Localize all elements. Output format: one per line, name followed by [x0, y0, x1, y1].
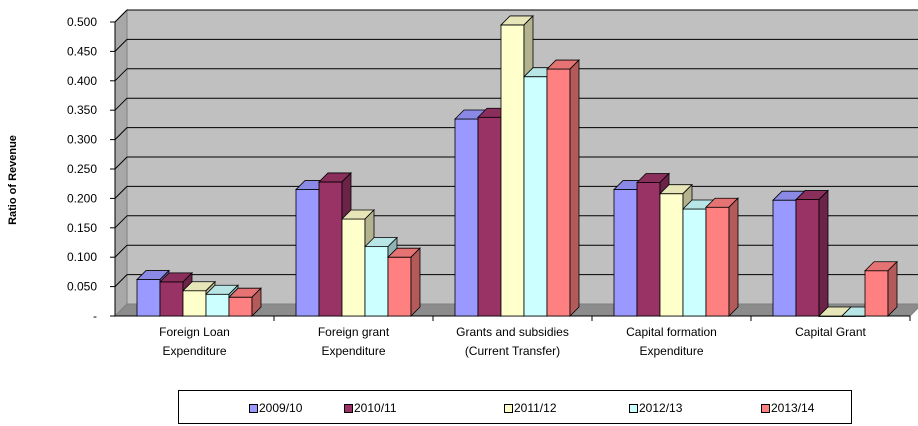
- bar-front: [636, 182, 661, 317]
- legend-label: 2010/11: [354, 401, 397, 415]
- legend-label: 2009/10: [259, 401, 303, 415]
- x-category-label: Foreign Loan: [159, 325, 230, 339]
- bar-front: [159, 281, 184, 317]
- bar-front: [364, 246, 389, 317]
- bar-front: [682, 208, 707, 317]
- bar-side: [251, 287, 262, 317]
- gridline-side: [114, 9, 128, 23]
- y-tick-label: 0.350: [67, 103, 97, 117]
- x-category-label: Grants and subsidies: [456, 325, 569, 339]
- legend-swatch: [629, 403, 638, 413]
- bar-front: [705, 206, 730, 317]
- gridline-side: [114, 97, 128, 111]
- y-tick-label: 0.300: [67, 133, 97, 147]
- gridline-side: [114, 68, 128, 82]
- bar: [864, 260, 898, 317]
- gridline-side: [114, 186, 128, 199]
- y-tick-label: 0.150: [67, 221, 97, 235]
- gridline-side: [114, 156, 128, 170]
- y-tick-label: 0.450: [67, 44, 97, 58]
- bar-front: [136, 279, 161, 317]
- legend-item: 2009/10: [249, 401, 302, 415]
- legend-swatch: [761, 403, 770, 413]
- bar-front: [205, 293, 230, 317]
- bar-front: [523, 76, 548, 317]
- y-tick-label: 0.050: [67, 280, 97, 294]
- bar-front: [318, 181, 343, 317]
- legend-item: 2012/13: [629, 401, 682, 415]
- bar-side: [410, 247, 421, 317]
- bar-side: [887, 260, 898, 317]
- legend-item: 2011/12: [504, 401, 557, 415]
- bar-front: [387, 256, 412, 317]
- bar: [705, 197, 739, 317]
- x-category-labels: Foreign Loan Expenditure Foreign grant Expe…: [159, 325, 866, 358]
- bar-front: [295, 189, 320, 317]
- x-category-label: (Current Transfer): [465, 344, 560, 358]
- legend-label: 2013/14: [771, 401, 815, 415]
- x-category-label: Expenditure: [162, 344, 226, 358]
- bar-front: [864, 270, 889, 317]
- gridline-side: [114, 215, 128, 229]
- gridline-side: [114, 127, 128, 140]
- bar-front: [228, 296, 253, 317]
- gridline-side: [114, 244, 128, 258]
- x-category-label: Expenditure: [639, 344, 703, 358]
- bar: [228, 287, 262, 317]
- legend-swatch: [504, 403, 513, 413]
- y-tick-label: 0.100: [67, 250, 97, 264]
- y-tick-label: 0.200: [67, 191, 97, 205]
- bar-front: [454, 118, 479, 317]
- bar-front: [182, 290, 207, 317]
- bar-front: [477, 116, 502, 317]
- y-tick-label: 0.250: [67, 162, 97, 176]
- legend: 2009/10 2010/11 2011/12 2012/13 2013/14: [178, 390, 852, 424]
- bar: [387, 247, 421, 317]
- bar-front: [613, 189, 638, 317]
- gridline-side: [114, 274, 128, 287]
- bar-front: [772, 199, 797, 317]
- x-category-label: Capital Grant: [795, 325, 866, 339]
- y-tick-label: 0.500: [67, 15, 97, 29]
- legend-label: 2011/12: [514, 401, 557, 415]
- bar-front: [795, 199, 820, 317]
- y-tick-label: 0.400: [67, 74, 97, 88]
- legend-item: 2010/11: [344, 401, 397, 415]
- x-category-label: Expenditure: [321, 344, 385, 358]
- bar: [546, 59, 580, 317]
- legend-swatch: [344, 403, 353, 413]
- x-category-label: Capital formation: [626, 325, 717, 339]
- bar-front: [500, 24, 525, 317]
- bar-front: [341, 218, 366, 317]
- bar: [795, 189, 829, 317]
- y-tick-label: -: [93, 309, 97, 323]
- legend-label: 2012/13: [639, 401, 683, 415]
- bar-side: [818, 189, 829, 317]
- gridline-side: [114, 39, 128, 52]
- legend-swatch: [249, 403, 258, 413]
- chart-area: - 0.050 0.100 0.150 0.200 0.250 0.300 0.350 0.40…: [7, 8, 918, 358]
- y-axis-label: Ratio of Revenue: [7, 135, 19, 225]
- bars: [136, 14, 898, 317]
- x-category-label: Foreign grant: [318, 325, 390, 339]
- y-tick-labels: - 0.050 0.100 0.150 0.200 0.250 0.300 0.350 0.40…: [67, 15, 97, 323]
- bar-side: [569, 59, 580, 317]
- legend-item: 2013/14: [761, 401, 814, 415]
- bar-side: [728, 197, 739, 317]
- bar-front: [546, 68, 571, 317]
- bar-front: [659, 193, 684, 317]
